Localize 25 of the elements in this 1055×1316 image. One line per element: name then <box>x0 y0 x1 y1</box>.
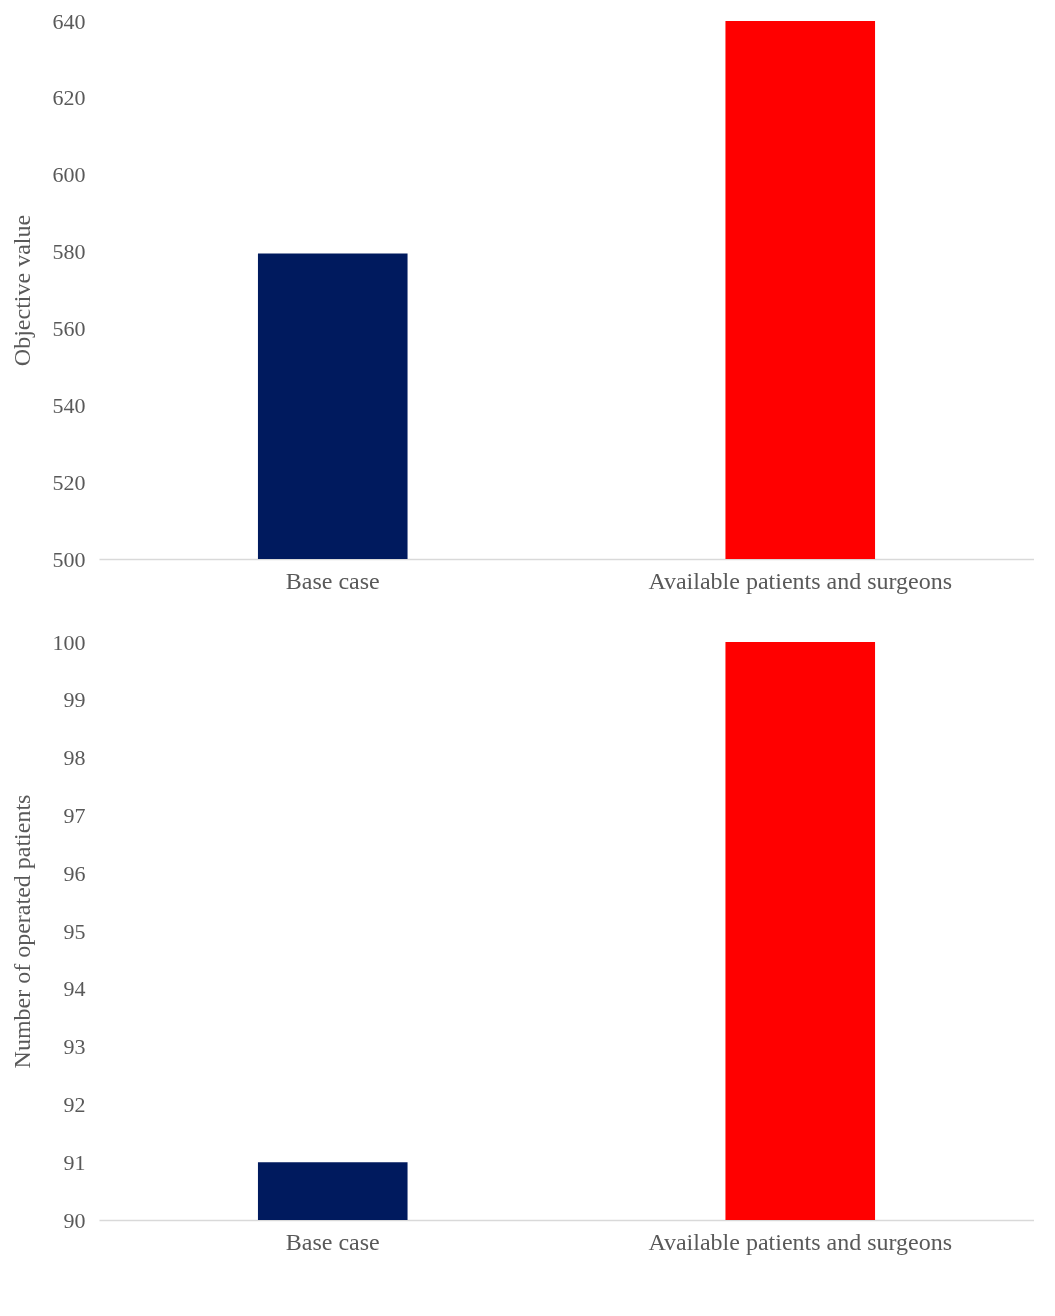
y-tick-label: 540 <box>52 392 86 418</box>
y-tick-label: 92 <box>63 1091 86 1117</box>
x-tick-label: Base case <box>285 567 380 594</box>
y-tick-label: 90 <box>63 1207 86 1233</box>
y-tick-label: 96 <box>63 860 86 886</box>
x-tick-label: Available patients and surgeons <box>648 1228 953 1255</box>
y-tick-label: 560 <box>52 315 86 341</box>
y-tick-label: 95 <box>63 918 86 944</box>
y-axis-title: Objective value <box>8 214 35 367</box>
y-tick-label: 600 <box>52 162 86 188</box>
x-tick-label: Base case <box>285 1228 380 1255</box>
y-tick-label: 640 <box>52 8 86 34</box>
y-tick-label: 100 <box>52 629 86 655</box>
y-axis-title: Number of operated patients <box>8 794 35 1069</box>
y-tick-label: 500 <box>52 546 86 572</box>
y-tick-label: 93 <box>63 1034 86 1060</box>
y-tick-label: 91 <box>63 1149 86 1175</box>
y-tick-label: 99 <box>63 687 86 713</box>
y-tick-label: 98 <box>63 745 86 771</box>
y-tick-label: 520 <box>52 469 86 495</box>
y-tick-label: 580 <box>52 239 86 265</box>
x-tick-label: Available patients and surgeons <box>648 567 953 594</box>
y-tick-label: 97 <box>63 802 86 828</box>
y-tick-label: 620 <box>52 85 86 111</box>
y-tick-label: 94 <box>63 976 86 1002</box>
